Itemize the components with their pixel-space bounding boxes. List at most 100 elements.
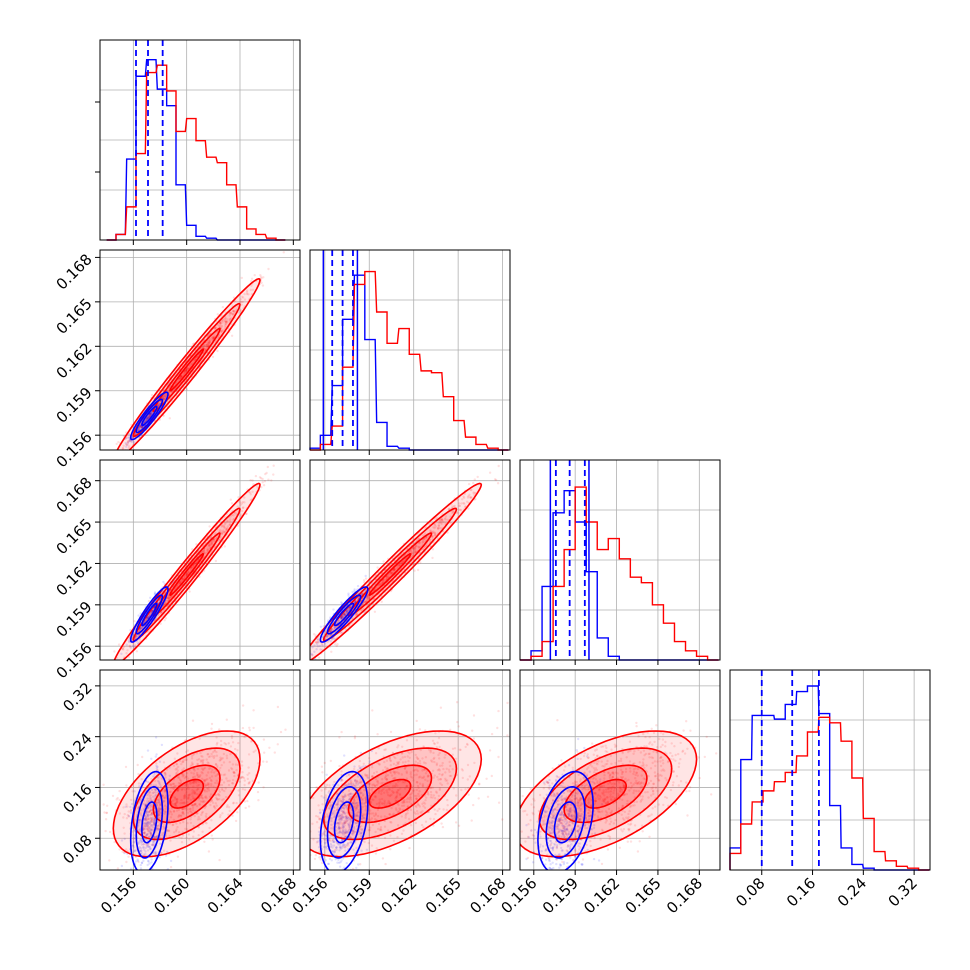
scatter-point-red: [207, 544, 211, 547]
scatter-point-red: [233, 310, 236, 313]
scatter-point-blue: [158, 856, 161, 859]
scatter-point-blue: [313, 650, 316, 653]
scatter-point-red: [221, 305, 225, 309]
scatter-point-red: [137, 427, 141, 430]
scatter-point-blue: [144, 419, 147, 423]
scatter-point-blue: [158, 807, 162, 811]
scatter-point-blue: [153, 773, 156, 776]
scatter-point-red: [441, 519, 444, 522]
scatter-point-red: [413, 547, 416, 550]
scatter-point-blue: [148, 847, 152, 850]
scatter-point-blue: [127, 432, 131, 436]
scatter-point-red: [164, 601, 167, 605]
scatter-point-red: [127, 655, 131, 659]
scatter-point-blue: [133, 818, 137, 821]
scatter-point-red: [214, 532, 217, 535]
scatter-point-blue: [151, 840, 155, 843]
scatter-point-blue: [132, 850, 135, 853]
scatter-point-red: [378, 583, 381, 586]
scatter-point-red: [229, 311, 232, 314]
scatter-point-blue: [132, 836, 136, 840]
scatter-point-red: [184, 573, 187, 577]
scatter-point-red: [207, 544, 211, 547]
scatter-point-blue: [349, 605, 353, 608]
scatter-point-red: [415, 545, 418, 548]
scatter-point-red: [204, 346, 208, 349]
scatter-point-red: [127, 446, 130, 450]
scatter-point-blue: [148, 822, 152, 825]
scatter-point-red: [238, 501, 242, 504]
scatter-point-blue: [138, 874, 140, 876]
scatter-point-red: [228, 317, 232, 321]
scatter-point-blue: [144, 846, 147, 850]
scatter-point-red: [168, 596, 171, 599]
scatter-point-blue: [144, 850, 147, 853]
scatter-point-blue: [140, 851, 143, 854]
panel-frame: [99, 249, 301, 451]
scatter-point-red: [218, 322, 222, 325]
scatter-point-blue: [158, 402, 161, 405]
scatter-point-red: [167, 596, 170, 599]
scatter-point-red: [240, 513, 243, 516]
scatter-point-red: [461, 498, 464, 501]
scatter-panel-3-0: 0.080.160.240.32: [59, 669, 301, 876]
scatter-point-blue: [129, 805, 132, 809]
scatter-point-red: [243, 292, 246, 296]
scatter-point-red: [148, 414, 151, 418]
scatter-point-red: [195, 543, 198, 546]
scatter-point-red: [342, 613, 346, 616]
scatter-point-red: [226, 520, 229, 523]
scatter-point-blue: [150, 412, 153, 415]
scatter-point-blue: [333, 626, 337, 630]
scatter-point-red: [214, 326, 217, 329]
plot-area: [102, 704, 287, 876]
scatter-point-red: [210, 542, 214, 545]
scatter-point-red: [178, 377, 182, 380]
scatter-point-red: [463, 502, 466, 505]
scatter-point-red: [389, 571, 392, 575]
scatter-point-red: [178, 377, 181, 380]
scatter-point-red: [348, 607, 352, 610]
scatter-point-blue: [145, 814, 149, 817]
scatter-point-red: [366, 595, 370, 598]
contour-blue: [141, 602, 158, 627]
scatter-point-blue: [134, 635, 138, 638]
scatter-point-blue: [156, 798, 159, 802]
scatter-point-red: [191, 362, 194, 365]
scatter-point-blue: [153, 591, 157, 594]
scatter-point-blue: [133, 849, 137, 853]
y-tick-label: 0.165: [53, 515, 96, 558]
scatter-point-blue: [149, 413, 152, 416]
scatter-point-red: [178, 377, 182, 380]
scatter-point-blue: [340, 615, 343, 619]
scatter-point-red: [228, 319, 231, 323]
scatter-point-red: [159, 611, 163, 615]
scatter-point-blue: [150, 824, 153, 827]
scatter-point-red: [245, 292, 249, 296]
scatter-point-red: [299, 667, 301, 669]
y-tick-label: 0.162: [53, 339, 96, 382]
scatter-point-red: [363, 600, 366, 604]
scatter-point-blue: [146, 417, 149, 420]
scatter-point-red: [166, 597, 170, 600]
scatter-point-red: [474, 497, 477, 501]
scatter-point-red: [446, 531, 449, 534]
scatter-point-red: [472, 492, 475, 495]
scatter-point-blue: [150, 824, 153, 827]
scatter-point-red: [431, 548, 435, 551]
scatter-point-blue: [147, 860, 150, 863]
scatter-point-blue: [144, 827, 147, 831]
scatter-point-red: [432, 526, 435, 529]
scatter-point-red: [146, 631, 149, 634]
scatter-point-blue: [363, 600, 366, 603]
scatter-point-red: [382, 560, 385, 563]
scatter-point-red: [226, 527, 229, 530]
scatter-point-blue: [346, 609, 349, 613]
scatter-point-red: [108, 457, 110, 459]
scatter-point-red: [121, 647, 124, 651]
scatter-point-blue: [145, 418, 148, 421]
scatter-point-red: [205, 343, 208, 346]
scatter-point-red: [385, 576, 388, 579]
scatter-point-red: [381, 580, 385, 584]
scatter-point-blue: [333, 626, 336, 630]
